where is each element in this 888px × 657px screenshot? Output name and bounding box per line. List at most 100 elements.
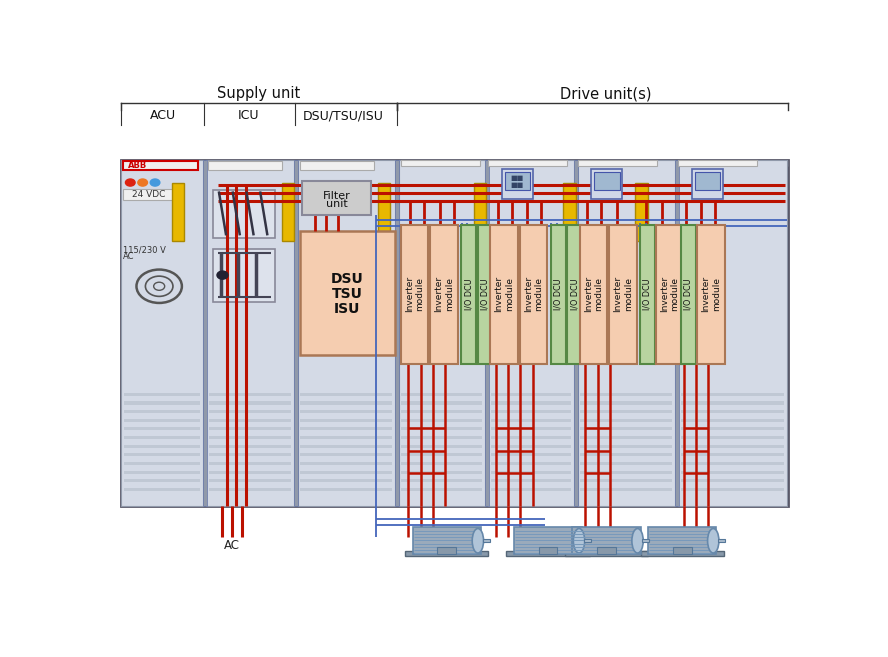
Bar — [581, 419, 672, 422]
Bar — [697, 225, 725, 364]
Bar — [648, 527, 717, 554]
Bar — [401, 488, 482, 491]
Bar — [209, 428, 291, 430]
Bar — [567, 225, 583, 364]
Bar — [565, 551, 648, 556]
Bar — [491, 445, 571, 448]
Bar — [300, 436, 392, 439]
Text: Inverter
module: Inverter module — [495, 276, 513, 312]
Text: ISU: ISU — [334, 302, 361, 316]
Text: Inverter
module: Inverter module — [524, 276, 543, 312]
Bar — [491, 401, 571, 405]
Bar — [122, 160, 202, 507]
Bar — [681, 488, 784, 491]
Text: I/O DCU: I/O DCU — [643, 279, 652, 310]
Circle shape — [217, 271, 228, 279]
Text: unit: unit — [326, 199, 347, 210]
Bar — [300, 410, 392, 413]
Bar — [281, 183, 294, 240]
Ellipse shape — [708, 528, 719, 553]
Bar — [692, 169, 723, 199]
Bar — [581, 488, 672, 491]
Bar — [506, 551, 590, 556]
Bar — [124, 410, 200, 413]
Bar — [681, 428, 784, 430]
Bar — [300, 480, 392, 482]
Text: Filter: Filter — [323, 191, 351, 200]
Bar — [123, 161, 198, 170]
Text: Drive unit(s): Drive unit(s) — [560, 86, 652, 101]
Bar — [681, 225, 696, 364]
Bar — [504, 172, 530, 190]
Bar — [681, 445, 784, 448]
Bar — [213, 249, 274, 302]
Bar — [209, 393, 291, 396]
Bar — [488, 160, 567, 166]
Bar — [401, 445, 482, 448]
Bar — [399, 160, 485, 507]
Text: Inverter
module: Inverter module — [405, 276, 424, 312]
Bar — [581, 453, 672, 457]
Bar — [461, 225, 477, 364]
Text: TSU: TSU — [331, 287, 362, 301]
Text: I/O DCU: I/O DCU — [481, 279, 490, 310]
Bar — [213, 190, 274, 238]
Bar — [401, 401, 482, 405]
Bar — [640, 551, 724, 556]
Bar — [485, 160, 488, 507]
Bar — [299, 231, 394, 355]
Bar — [209, 401, 291, 405]
Bar — [491, 428, 571, 430]
Bar — [581, 401, 672, 405]
Ellipse shape — [574, 528, 584, 553]
Bar — [300, 393, 392, 396]
Bar — [209, 453, 291, 457]
Bar — [597, 547, 616, 554]
Bar — [519, 225, 547, 364]
Bar — [124, 419, 200, 422]
Text: ABB: ABB — [128, 161, 147, 170]
Bar — [577, 160, 657, 166]
Bar — [378, 183, 391, 240]
Text: I/O DCU: I/O DCU — [684, 279, 693, 310]
Text: DSU/TSU/ISU: DSU/TSU/ISU — [303, 109, 384, 122]
Bar — [299, 161, 374, 170]
Bar — [681, 453, 784, 457]
Text: Inverter
module: Inverter module — [583, 276, 603, 312]
Bar — [491, 471, 571, 474]
Text: Inverter
module: Inverter module — [702, 276, 721, 312]
Bar — [300, 401, 392, 405]
Bar — [124, 480, 200, 482]
Bar — [124, 453, 200, 457]
Bar — [209, 471, 291, 474]
Bar — [491, 410, 571, 413]
Bar — [124, 445, 200, 448]
Bar — [400, 160, 480, 166]
Bar — [300, 488, 392, 491]
Text: ICU: ICU — [238, 109, 259, 122]
Bar — [681, 471, 784, 474]
Bar — [681, 393, 784, 396]
Bar — [401, 410, 482, 413]
Circle shape — [150, 179, 160, 186]
Bar — [681, 436, 784, 439]
Bar — [491, 393, 571, 396]
Bar — [594, 172, 620, 190]
Bar — [209, 410, 291, 413]
Bar — [538, 547, 558, 554]
Text: Inverter
module: Inverter module — [434, 276, 454, 312]
Bar — [202, 160, 207, 507]
Text: 115/230 V: 115/230 V — [123, 245, 166, 254]
Bar — [123, 189, 175, 200]
Bar — [300, 445, 392, 448]
Bar — [401, 428, 482, 430]
Text: DSU: DSU — [330, 271, 363, 286]
Bar — [581, 471, 672, 474]
Bar — [694, 172, 720, 190]
Bar — [209, 436, 291, 439]
Bar — [681, 401, 784, 405]
Bar — [124, 401, 200, 405]
Bar — [656, 225, 684, 364]
Bar — [681, 419, 784, 422]
Bar — [300, 428, 392, 430]
